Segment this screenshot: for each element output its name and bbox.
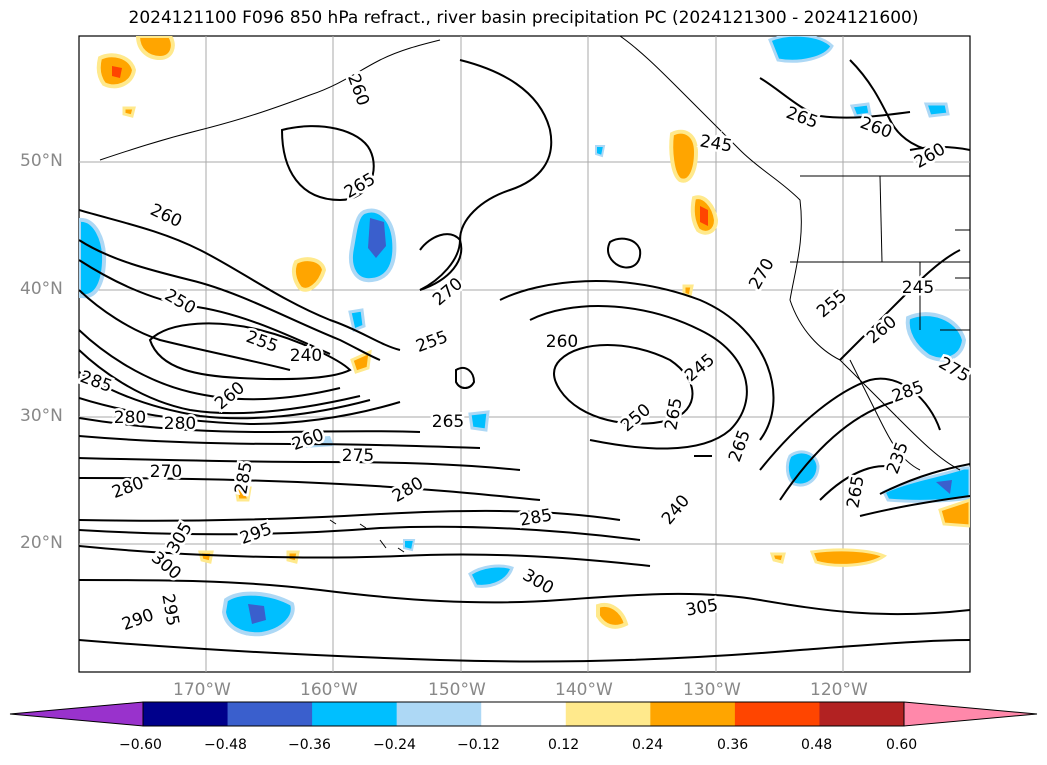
lon-label-170w: 170°W — [173, 680, 231, 700]
colorbar-tick: −0.36 — [288, 737, 331, 753]
colorbar-tick: −0.24 — [373, 737, 416, 753]
contour-label: 275 — [342, 446, 374, 466]
lat-label-50n: 50°N — [20, 151, 63, 171]
contour-label: 265 — [432, 412, 464, 432]
lat-label-40n: 40°N — [20, 279, 63, 299]
contour-label: 245 — [902, 278, 934, 298]
colorbar-segment — [650, 702, 736, 726]
colorbar-segment — [819, 702, 905, 726]
lon-label-120w: 120°W — [810, 680, 868, 700]
contour-label: 260 — [546, 332, 578, 352]
colorbar-tick: 0.60 — [886, 737, 918, 753]
lon-label-130w: 130°W — [683, 680, 741, 700]
colorbar-tick: −0.60 — [119, 737, 162, 753]
contour-label: 270 — [150, 462, 182, 482]
contour-label: 280 — [114, 408, 146, 428]
map-title: 2024121100 F096 850 hPa refract., river … — [128, 8, 919, 28]
lat-label-30n: 30°N — [20, 406, 63, 426]
graticule — [79, 36, 970, 672]
precip-shading — [79, 36, 970, 637]
lon-label-160w: 160°W — [300, 680, 358, 700]
colorbar-tick: −0.12 — [457, 737, 500, 753]
colorbar-tick: 0.48 — [801, 737, 833, 753]
colorbar-segment — [565, 702, 651, 726]
lat-label-20n: 20°N — [20, 533, 63, 553]
colorbar-tick: −0.48 — [204, 737, 247, 753]
contour-label: 280 — [164, 414, 196, 434]
colorbar-tick: 0.36 — [717, 737, 749, 753]
colorbar-segment — [227, 702, 313, 726]
colorbar-segment — [312, 702, 398, 726]
colorbar-segment — [481, 702, 567, 726]
colorbar-tick: 0.12 — [548, 737, 580, 753]
lon-label-150w: 150°W — [428, 680, 486, 700]
colorbar-tick: 0.24 — [632, 737, 664, 753]
colorbar-segment — [143, 702, 229, 726]
lon-label-140w: 140°W — [555, 680, 613, 700]
colorbar — [9, 701, 1038, 727]
colorbar-segment — [734, 702, 820, 726]
map-frame — [78, 35, 971, 673]
colorbar-segment — [396, 702, 482, 726]
refractivity-contours — [79, 59, 970, 663]
contour-label: 240 — [290, 346, 322, 366]
coastlines — [99, 36, 970, 553]
